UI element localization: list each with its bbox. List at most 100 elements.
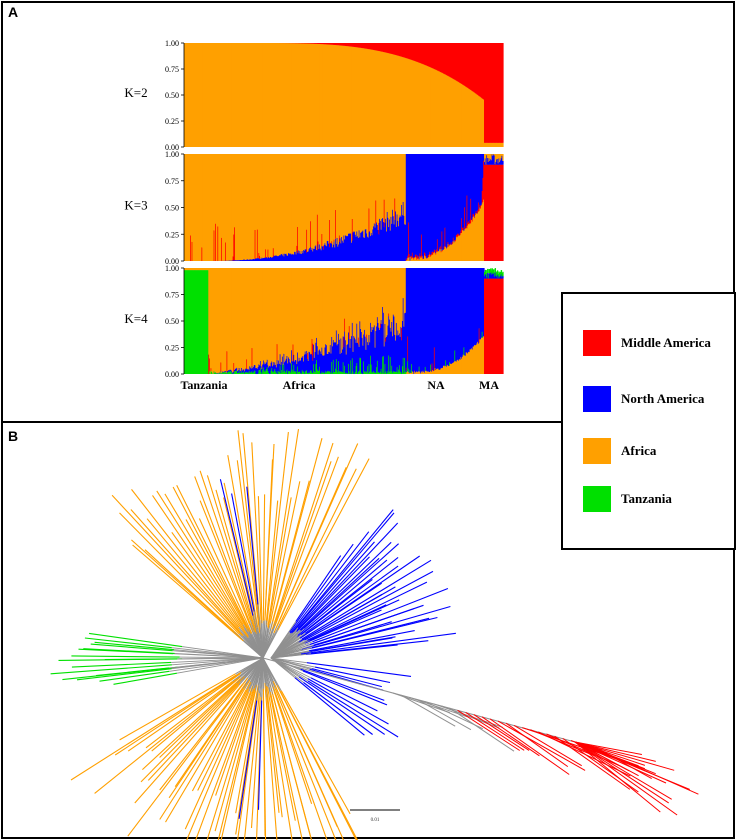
ancestry-bar xyxy=(268,372,270,374)
ancestry-bar xyxy=(292,371,294,374)
leaf-branch xyxy=(289,531,370,634)
ancestry-bar xyxy=(471,90,473,147)
ancestry-bar xyxy=(331,336,333,362)
ancestry-bar xyxy=(372,372,374,374)
ancestry-bar xyxy=(473,214,475,217)
ancestry-bar xyxy=(381,51,383,147)
ancestry-bar xyxy=(319,349,321,367)
ancestry-bar xyxy=(417,268,420,372)
ancestry-bar xyxy=(419,154,421,254)
ancestry-bar xyxy=(283,43,285,147)
ancestry-bar xyxy=(261,258,263,261)
ancestry-bar xyxy=(206,43,208,147)
ancestry-bar xyxy=(490,160,493,165)
ancestry-bar xyxy=(256,258,258,261)
ancestry-bar xyxy=(370,43,373,50)
ancestry-bar xyxy=(350,154,352,234)
ancestry-bar xyxy=(495,271,497,276)
ancestry-bar xyxy=(199,268,201,271)
ancestry-bar xyxy=(405,224,407,261)
ancestry-bar xyxy=(459,43,462,84)
ancestry-bar xyxy=(354,231,356,261)
ancestry-bar xyxy=(366,268,368,335)
ancestry-bar xyxy=(227,372,229,374)
ancestry-bar xyxy=(310,154,312,222)
ancestry-bar xyxy=(458,43,461,83)
ancestry-bar xyxy=(368,43,370,50)
ancestry-bar xyxy=(439,369,442,374)
ancestry-bar xyxy=(395,55,398,147)
ancestry-bar xyxy=(414,254,417,257)
ancestry-bar xyxy=(384,268,386,324)
ancestry-bar xyxy=(379,329,381,374)
ancestry-bar xyxy=(326,44,329,148)
ancestry-bar xyxy=(390,268,392,332)
ancestry-bar xyxy=(326,43,329,45)
ancestry-bar xyxy=(376,154,379,225)
ancestry-bar xyxy=(301,154,304,251)
ancestry-bar xyxy=(317,43,320,147)
ancestry-bar xyxy=(286,43,288,147)
ancestry-bar xyxy=(255,268,257,369)
ancestry-bar xyxy=(502,154,504,161)
ancestry-bar xyxy=(306,229,308,253)
ancestry-bar xyxy=(392,209,394,261)
ancestry-bar xyxy=(190,154,192,236)
ancestry-bar xyxy=(299,360,301,372)
ancestry-bar xyxy=(484,162,486,165)
ancestry-bar xyxy=(266,362,268,369)
ancestry-bar xyxy=(436,154,438,250)
ancestry-bar xyxy=(252,259,254,261)
ancestry-bar xyxy=(187,43,190,147)
ancestry-bar xyxy=(361,48,364,148)
leaf-branch xyxy=(130,509,244,637)
ancestry-bar xyxy=(316,214,319,251)
ancestry-bar xyxy=(188,43,190,147)
ancestry-bar xyxy=(496,154,498,160)
leaf-branch xyxy=(299,586,396,643)
ancestry-bar xyxy=(366,48,368,147)
ancestry-bar xyxy=(461,232,463,261)
ancestry-bar xyxy=(238,154,241,261)
leaf-branch xyxy=(266,432,289,625)
ancestry-bar xyxy=(346,268,348,345)
ancestry-bar xyxy=(386,335,389,371)
ancestry-bar xyxy=(365,349,367,373)
ancestry-bar xyxy=(275,373,278,374)
ancestry-bar xyxy=(486,142,488,147)
ancestry-bar xyxy=(349,46,351,148)
ancestry-bar xyxy=(336,370,339,374)
ancestry-bar xyxy=(351,268,354,323)
ancestry-bar xyxy=(248,268,250,371)
ancestry-bar xyxy=(471,349,474,374)
ancestry-bar xyxy=(501,164,503,261)
ancestry-bar xyxy=(288,43,290,147)
ancestry-bar xyxy=(390,154,392,217)
ancestry-bar xyxy=(279,268,282,355)
ancestry-bar xyxy=(500,270,503,275)
ancestry-bar xyxy=(375,154,377,201)
ancestry-bar xyxy=(310,43,313,147)
leaf-branch xyxy=(574,741,669,804)
ancestry-bar xyxy=(196,154,199,261)
ancestry-bar xyxy=(369,49,371,147)
ancestry-bar xyxy=(270,268,272,363)
ancestry-bar xyxy=(219,268,222,374)
ancestry-bar xyxy=(447,75,449,147)
ancestry-bar xyxy=(259,43,261,147)
ancestry-bar xyxy=(237,373,239,374)
ancestry-bar xyxy=(390,371,392,374)
ancestry-bar xyxy=(377,372,380,374)
ancestry-bar xyxy=(233,371,235,374)
ancestry-bar xyxy=(452,154,454,242)
ancestry-bar xyxy=(466,43,468,88)
ancestry-bar xyxy=(348,154,350,234)
ancestry-bar xyxy=(494,43,497,143)
ancestry-bar xyxy=(455,361,458,374)
ancestry-bar xyxy=(198,270,200,374)
ancestry-bar xyxy=(501,142,503,147)
ancestry-bar xyxy=(364,229,367,261)
ancestry-bar xyxy=(365,48,367,147)
ancestry-bar xyxy=(354,154,357,235)
ancestry-bar xyxy=(446,247,449,261)
